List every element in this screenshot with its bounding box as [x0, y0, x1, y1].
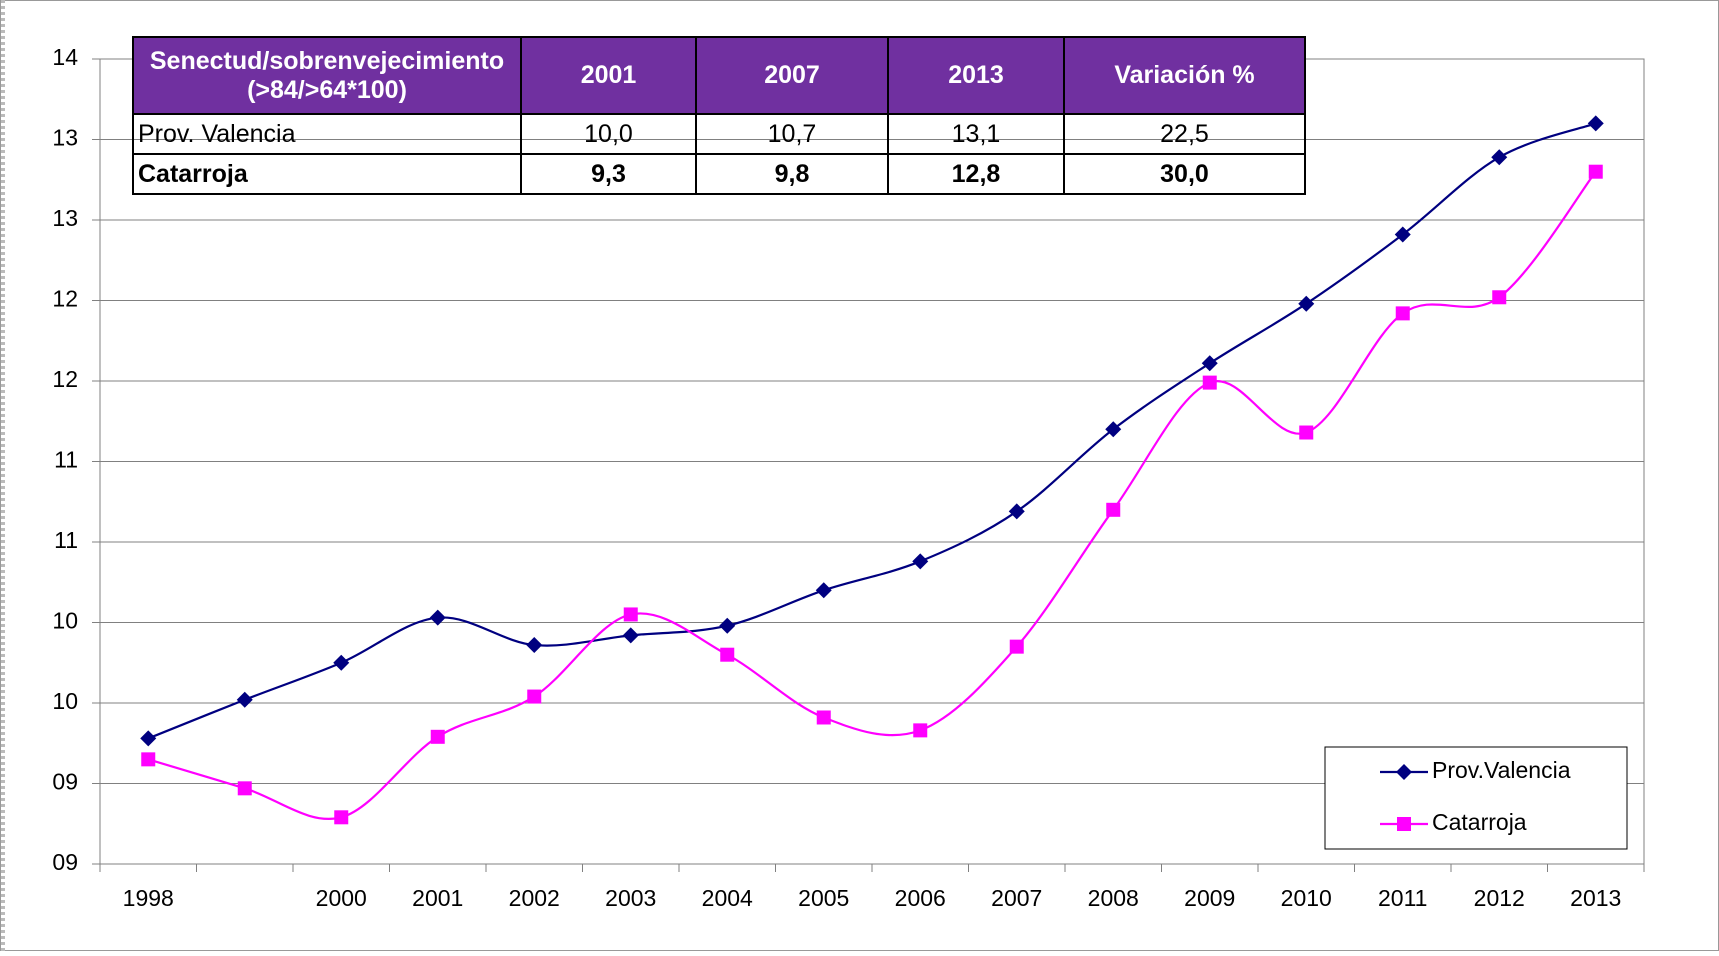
marker [913, 723, 928, 738]
marker [141, 752, 156, 767]
x-tick-label: 2006 [895, 885, 946, 911]
marker [1587, 115, 1604, 132]
y-tick-label: 13 [52, 125, 78, 151]
marker [334, 810, 349, 825]
marker [719, 617, 736, 634]
y-tick-label: 14 [52, 44, 78, 70]
marker [1395, 306, 1410, 321]
legend: Prov.Valencia Catarroja [1324, 746, 1628, 850]
marker [816, 710, 831, 725]
marker [912, 553, 929, 570]
marker [623, 607, 638, 622]
y-tick-label: 10 [52, 688, 78, 714]
marker [1397, 817, 1411, 831]
marker [1105, 421, 1122, 438]
table-cell: 12,8 [887, 153, 1065, 195]
legend-box [1324, 746, 1628, 850]
x-tick-label: 2007 [991, 885, 1042, 911]
table-cell: 9,3 [520, 153, 697, 195]
marker [140, 730, 157, 747]
series-line [147, 171, 1597, 820]
y-tick-label: 09 [52, 769, 78, 795]
marker [1396, 764, 1412, 780]
table-header: Senectud/sobrenvejecimiento (>84/>64*100… [132, 36, 1306, 115]
x-tick-label: 2000 [316, 885, 367, 911]
marker [1299, 425, 1314, 440]
x-tick-label: 2003 [605, 885, 656, 911]
table-cell: Prov. Valencia [132, 113, 522, 155]
marker [1491, 149, 1508, 166]
marker [1009, 639, 1024, 654]
marker [1202, 375, 1217, 390]
legend-label: Catarroja [1432, 809, 1527, 835]
y-tick-label: 11 [54, 527, 78, 553]
x-tick-label: 2001 [412, 885, 463, 911]
marker [526, 637, 543, 654]
marker [527, 689, 542, 704]
x-tick-label: 2008 [1088, 885, 1139, 911]
marker [1201, 355, 1218, 372]
marker [1588, 164, 1603, 179]
table-cell: Catarroja [132, 153, 522, 195]
y-tick-label: 09 [52, 849, 78, 875]
x-tick-label: 2005 [798, 885, 849, 911]
table-row: Catarroja 9,3 9,8 12,8 30,0 [132, 153, 1306, 195]
x-tick-label: 2009 [1184, 885, 1235, 911]
legend-label: Prov.Valencia [1432, 757, 1571, 783]
marker [1492, 290, 1507, 305]
marker [622, 627, 639, 644]
y-tick-label: 11 [54, 447, 78, 473]
y-tick-label: 13 [52, 205, 78, 231]
table-header-cell: 2013 [887, 36, 1065, 115]
table-cell: 30,0 [1063, 153, 1306, 195]
marker [720, 647, 735, 662]
x-tick-label: 2011 [1378, 885, 1427, 911]
marker [429, 609, 446, 626]
x-tick-label: 1998 [123, 885, 174, 911]
table-row: Prov. Valencia 10,0 10,7 13,1 22,5 [132, 113, 1306, 155]
marker [1008, 503, 1025, 520]
table-header-cell: Senectud/sobrenvejecimiento (>84/>64*100… [132, 36, 522, 115]
table-cell: 13,1 [887, 113, 1065, 155]
marker [815, 582, 832, 599]
marker [1298, 295, 1315, 312]
x-tick-label: 2004 [702, 885, 753, 911]
table-cell: 10,0 [520, 113, 697, 155]
table-header-cell: 2001 [520, 36, 697, 115]
x-tick-label: 2010 [1281, 885, 1332, 911]
x-tick-label: 2013 [1570, 885, 1621, 911]
marker [333, 654, 350, 671]
marker [237, 781, 252, 796]
table-header-cell: Variación % [1063, 36, 1306, 115]
y-tick-label: 12 [52, 366, 78, 392]
marker [1106, 502, 1121, 517]
marker [430, 729, 445, 744]
y-tick-label: 12 [52, 286, 78, 312]
table-cell: 10,7 [695, 113, 889, 155]
table-cell: 22,5 [1063, 113, 1306, 155]
marker [236, 691, 253, 708]
data-table: Senectud/sobrenvejecimiento (>84/>64*100… [132, 36, 1306, 195]
marker [1394, 226, 1411, 243]
series-line [147, 122, 1597, 740]
x-tick-label: 2002 [509, 885, 560, 911]
y-tick-label: 10 [52, 608, 78, 634]
table-header-cell: 2007 [695, 36, 889, 115]
table-cell: 9,8 [695, 153, 889, 195]
x-tick-label: 2012 [1474, 885, 1525, 911]
